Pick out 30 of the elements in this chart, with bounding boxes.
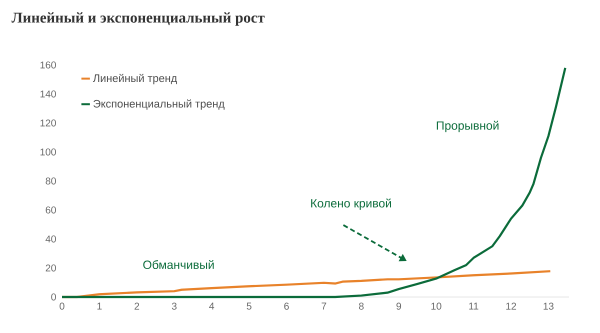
- x-tick-label: 2: [134, 302, 140, 310]
- x-tick-label: 12: [506, 302, 516, 310]
- chart-title: Линейный и экспоненциальный рост: [12, 12, 265, 26]
- x-tick-label: 13: [544, 302, 554, 310]
- y-tick-label: 40: [46, 235, 56, 243]
- x-tick-label: 9: [396, 302, 402, 310]
- x-tick-label: 8: [359, 302, 364, 310]
- y-tick-label: 160: [40, 61, 56, 69]
- x-tick-label: 5: [246, 302, 252, 310]
- annotation: Обманчивый: [143, 260, 214, 270]
- y-tick-label: 120: [40, 119, 56, 127]
- x-tick-label: 11: [469, 302, 478, 310]
- y-tick-label: 80: [46, 177, 56, 185]
- y-tick-label: 20: [46, 264, 56, 272]
- line-series: [60, 66, 566, 298]
- legend-label: Линейный тренд: [92, 74, 178, 84]
- x-tick-label: 4: [209, 302, 214, 310]
- x-tick-label: 3: [172, 302, 177, 310]
- x-tick-label: 6: [284, 302, 289, 310]
- x-tick-label: 1: [97, 302, 102, 310]
- y-tick-label: 100: [40, 148, 56, 156]
- x-tick-label: 0: [60, 302, 64, 310]
- x-tick-label: 10: [431, 302, 442, 310]
- x-tick-label: 7: [322, 302, 326, 310]
- y-tick-label: 0: [51, 293, 56, 301]
- legend-label: Экспоненциальный тренд: [93, 99, 225, 110]
- y-tick-label: 60: [46, 206, 56, 214]
- annotation: Колено кривой: [311, 198, 391, 210]
- annotation: Прорывной: [436, 120, 498, 132]
- y-tick-label: 140: [40, 90, 56, 98]
